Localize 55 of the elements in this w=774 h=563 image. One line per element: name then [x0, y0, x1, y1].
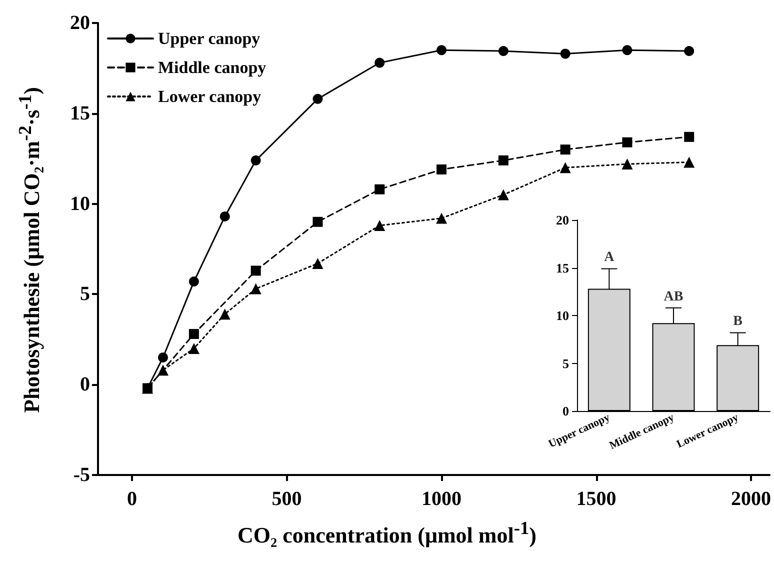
point: [436, 212, 448, 224]
point: [560, 144, 570, 155]
point: [188, 328, 199, 339]
point: [560, 48, 570, 59]
point: [312, 258, 324, 269]
point: [374, 58, 385, 68]
x-tick-label: Middle canopy: [608, 411, 676, 452]
y-tick-label: 20: [556, 212, 569, 228]
x-tick-label: 0: [127, 488, 138, 510]
annotation: B: [733, 314, 743, 330]
point: [220, 211, 230, 222]
x-tick-label: 500: [272, 488, 302, 510]
legend-label: Upper canopy: [158, 29, 261, 48]
point: [188, 276, 199, 287]
point: [250, 155, 261, 166]
point: [436, 164, 447, 174]
point: [157, 364, 168, 376]
x-tick-label: 1000: [422, 488, 462, 510]
y-tick-label: 10: [556, 308, 569, 323]
y-tick-label: 15: [556, 260, 570, 276]
point: [498, 46, 508, 56]
point: [622, 45, 632, 56]
point: [188, 342, 200, 354]
point: [684, 132, 694, 142]
y-tick-label: 5: [562, 356, 570, 371]
point: [622, 158, 633, 170]
point: [158, 352, 168, 362]
annotation: A: [604, 250, 616, 266]
y-tick-label: 15: [70, 102, 90, 124]
point: [498, 155, 508, 166]
point: [374, 184, 385, 194]
point: [436, 45, 447, 56]
point: [250, 266, 261, 276]
annotation: AB: [664, 289, 684, 304]
y-tick-label: -5: [73, 464, 90, 486]
y-tick-label: 0: [80, 374, 90, 396]
x-tick-label: 1500: [576, 488, 616, 510]
point: [622, 137, 632, 148]
legend-label: Middle canopy: [158, 58, 267, 77]
legend-label: Lower canopy: [158, 87, 262, 106]
point: [219, 308, 230, 320]
y-tick-label: 5: [80, 283, 90, 306]
y-tick-label: 20: [70, 12, 90, 34]
point: [498, 189, 509, 200]
point: [684, 156, 695, 168]
y-tick-label: 10: [70, 192, 90, 215]
point: [560, 162, 571, 174]
x-axis-title: CO₂ concentration (μmol mol$^{-1}$): [236, 518, 538, 548]
point: [312, 94, 323, 104]
x-tick-label: Lower canopy: [674, 411, 741, 451]
x-tick-label: 2000: [731, 488, 771, 510]
point: [374, 220, 386, 231]
point: [684, 46, 694, 56]
point: [250, 283, 262, 294]
point: [312, 216, 323, 227]
